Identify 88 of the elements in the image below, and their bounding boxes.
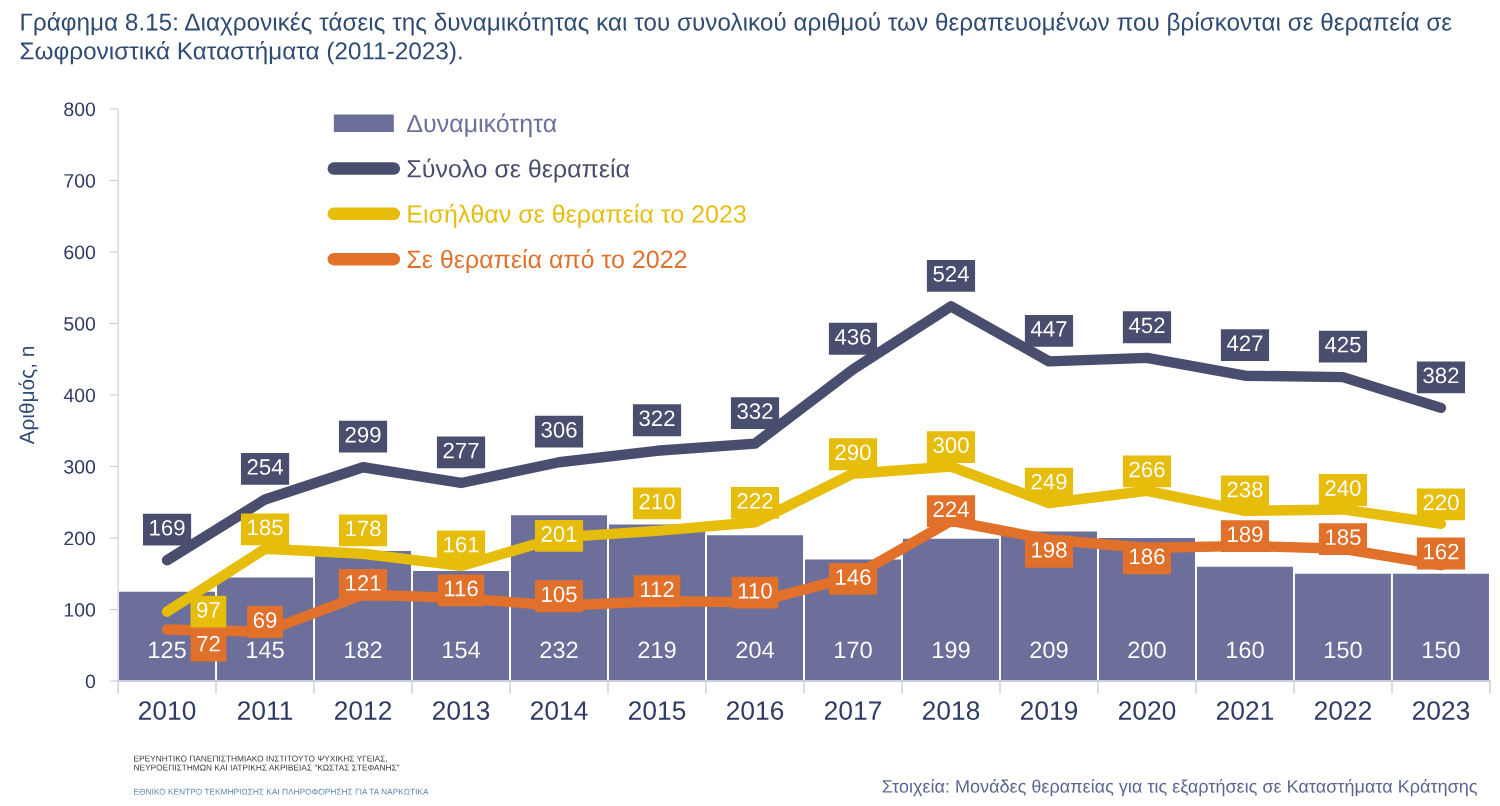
data-label: 186 [1130,548,1165,565]
data-label: 232 [540,641,578,659]
data-label: 154 [443,641,481,659]
x-tick-label: 2023 [1412,701,1470,720]
data-label: 160 [1227,641,1264,659]
data-label: 125 [149,641,186,659]
y-tick-label: 400 [63,388,96,403]
y-tick-label: 600 [64,245,96,260]
data-label: 436 [834,328,871,345]
data-label: 169 [150,519,185,536]
x-tick-label: 2019 [1020,701,1078,720]
data-label: 300 [933,437,969,454]
data-label: 204 [736,641,775,659]
y-tick-label: 800 [64,102,96,117]
data-label: 447 [1030,321,1067,337]
data-label: 150 [1423,641,1460,659]
x-tick-label: 2018 [922,701,980,720]
data-label: 200 [1128,641,1166,659]
data-label: 72 [197,635,220,652]
data-label: 189 [1228,526,1263,543]
data-label: 222 [737,493,773,509]
data-label: 105 [542,586,577,603]
x-tick-label: 2021 [1216,701,1274,720]
data-label: 198 [1032,541,1067,558]
data-label: 210 [639,493,675,510]
x-tick-label: 2010 [139,701,196,720]
data-label: 277 [443,442,479,459]
data-label: 150 [1325,641,1362,659]
data-label: 322 [639,410,675,427]
data-label: 266 [1129,461,1165,478]
x-tick-label: 2016 [726,701,784,720]
data-label: 219 [638,641,676,659]
data-label: 162 [1424,543,1459,560]
data-label: 69 [253,612,277,628]
data-label: 97 [197,601,220,618]
x-tick-label: 2013 [433,701,490,720]
y-tick-label: 0 [85,674,96,689]
data-label: 290 [835,444,871,461]
x-tick-label: 2020 [1118,701,1176,720]
data-label: 110 [738,582,772,599]
data-label: 145 [247,641,284,659]
data-label: 170 [835,641,872,659]
x-tick-label: 2012 [335,701,392,720]
data-label: 332 [737,403,773,420]
data-label: 116 [445,580,478,597]
data-label: 224 [933,501,969,517]
chart-title: Γράφημα 8.15: Διαχρονικές τάσεις της δυναμικότητας και του συνολικού αριθμού των θεραπευομένων που βρίσκονται σε θεραπεία σε Σωφρονιστικά Καταστήματα (2011-2023). [20,12,1452,65]
x-tick-label: 2017 [824,701,882,720]
y-tick-label: 100 [64,603,96,617]
data-label: 240 [1325,480,1361,496]
legend-label: Σύνολο σε θεραπεία [407,158,630,183]
data-label: 146 [836,569,871,585]
data-label: 161 [444,536,479,553]
data-label: 254 [247,459,283,475]
data-label: 238 [1227,481,1263,498]
data-label: 209 [1030,641,1068,659]
data-label: 185 [1326,529,1361,546]
x-tick-label: 2015 [628,701,686,720]
legend-label: Σε θεραπεία από το 2022 [407,249,687,274]
y-tick-label: 300 [64,460,96,474]
y-tick-label: 700 [64,173,96,188]
x-tick-label: 2022 [1314,701,1371,720]
data-label: 249 [1031,473,1067,490]
x-tick-label: 2014 [531,701,588,720]
text: Στοιχεία: Μονάδες θεραπείας για τις εξαρτήσεις σε Καταστήματα Κράτησης [882,778,1477,797]
data-label: 199 [933,641,970,659]
x-tick-label: 2011 [237,701,293,720]
data-label: 201 [541,526,577,542]
data-label: 306 [541,421,577,438]
data-label: 425 [1324,336,1361,353]
data-label: 220 [1423,494,1459,511]
legend-label: Δυναμικότητα [407,113,557,138]
data-label: 185 [248,519,283,536]
data-label: 382 [1423,367,1459,384]
data-label: 112 [640,581,674,597]
data-label: 178 [346,520,381,537]
data-label: 182 [345,641,382,659]
data-label: 427 [1226,335,1263,351]
data-label: 299 [345,426,381,443]
legend-label: Εισήλθαν σε θεραπεία το 2023 [408,203,746,228]
data-label: 524 [933,266,969,282]
data-label: 452 [1128,317,1165,334]
y-tick-label: 200 [64,531,96,546]
y-axis-title: Αριθμός, n [18,346,39,445]
text: ΕΘΝΙΚΟ ΚΕΝΤΡΟ ΤΕΚΜΗΡΙΩΣΗΣ ΚΑΙ ΠΛΗΡΟΦΟΡΗΣΗΣ ΓΙΑ ΤΑ ΝΑΡΚΩΤΙΚΑ [134,788,429,795]
text: ΕΡΕΥΝΗΤΙΚΟ ΠΑΝΕΠΙΣΤΗΜΙΑΚΟ ΙΝΣΤΙΤΟΥΤΟ ΨΥΧΙΚΗΣ ΥΓΕΙΑΣ, ΝΕΥΡΟΕΠΙΣΤΗΜΩΝ ΚΑΙ ΙΑΤΡΙΚΗΣ ΑΚΡΙΒΕΙΑΣ "ΚΩΣΤΑΣ ΣΤΕΦΑΝΗΣ" [134,755,400,771]
data-label: 121 [346,575,381,591]
y-tick-label: 500 [64,316,96,331]
